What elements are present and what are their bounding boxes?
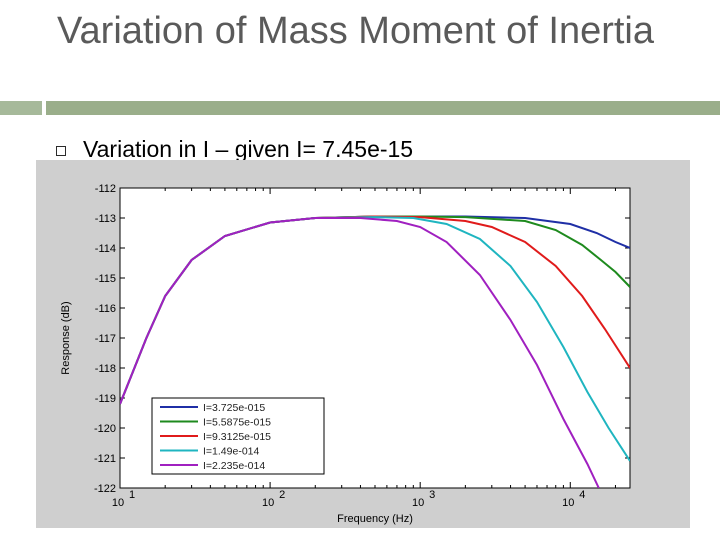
y-tick-label: -113 (95, 213, 116, 225)
y-tick-label: -117 (95, 333, 116, 345)
x-axis-title: Frequency (Hz) (337, 513, 413, 525)
x-tick-exponent: 2 (279, 489, 285, 501)
chart-image: -112 -113 -114 -115 -116 -117 -118 -119 -120 -121… (36, 160, 690, 528)
y-tick-label: -120 (94, 423, 116, 435)
x-tick-exponent: 3 (429, 489, 435, 501)
x-tick-label: 10 (412, 497, 424, 509)
bullet-marker-icon (56, 146, 66, 156)
bullet-text: Variation in I – given I= 7.45e-15 (83, 136, 414, 162)
legend-label-2: I=5.5875e-015 (203, 417, 271, 429)
y-tick-label: -116 (95, 303, 116, 315)
y-tick-label: -115 (95, 273, 116, 285)
series-lines (120, 215, 630, 488)
x-tick-label: 10 (262, 497, 274, 509)
y-tick-label: -122 (94, 483, 116, 495)
x-tick-exponent: 4 (579, 489, 585, 501)
y-axis-title: Response (dB) (60, 301, 72, 374)
response-chart: -112 -113 -114 -115 -116 -117 -118 -119 -120 -121… (60, 183, 631, 525)
legend-label-4: I=1.49e-014 (203, 446, 260, 458)
y-tick-label: -121 (94, 453, 116, 465)
series-line-5 (120, 217, 600, 488)
y-tick-label: -119 (95, 393, 116, 405)
y-tick-label: -114 (95, 243, 116, 255)
x-axis: 10 1 10 2 10 3 10 4 (112, 188, 616, 509)
x-tick-label: 10 (112, 497, 124, 509)
title-rule (46, 101, 720, 115)
legend-label-1: I=3.725e-015 (203, 402, 265, 414)
y-axis: -112 -113 -114 -115 -116 -117 -118 -119 -120 -121… (94, 183, 630, 495)
y-tick-label: -112 (95, 183, 116, 195)
title-rule-accent (0, 101, 42, 115)
legend: I=3.725e-015 I=5.5875e-015 I=9.3125e-015 I=… (151, 397, 325, 475)
legend-label-5: I=2.235e-014 (203, 460, 265, 472)
legend-label-3: I=9.3125e-015 (203, 431, 271, 443)
x-tick-exponent: 1 (129, 489, 135, 501)
slide-title: Variation of Mass Moment of Inertia (57, 10, 654, 52)
x-tick-label: 10 (562, 497, 574, 509)
y-tick-label: -118 (95, 363, 116, 375)
